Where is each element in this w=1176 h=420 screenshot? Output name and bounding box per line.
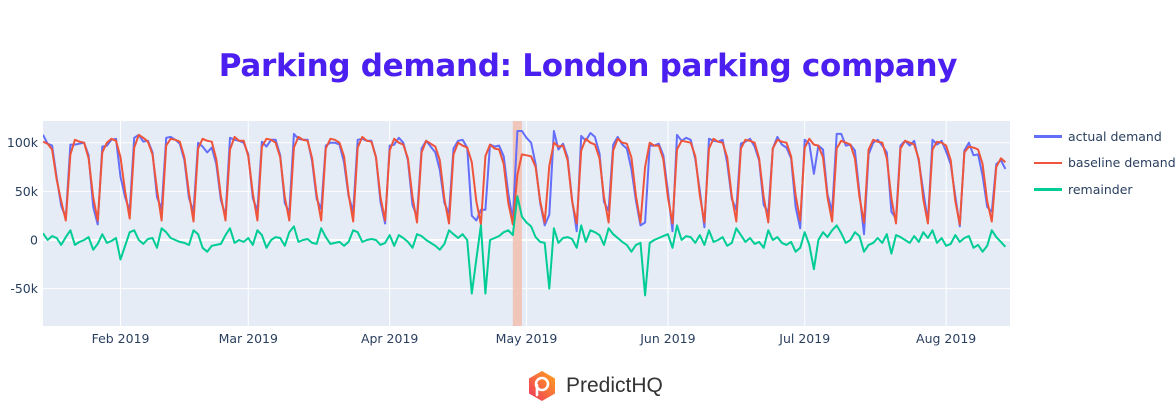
y-tick-label: 100k [7,135,39,150]
legend-item-remainder[interactable]: remainder [1034,176,1176,203]
x-tick-label: Jul 2019 [778,331,830,346]
brand-footer: PredictHQ [527,370,663,402]
legend-swatch-actual [1034,135,1062,138]
series-line-baseline-demand [43,133,1007,226]
x-tick-label: May 2019 [496,331,558,346]
x-tick-label: Apr 2019 [361,331,418,346]
legend-label: remainder [1068,181,1133,197]
y-tick-label: -50k [10,281,38,296]
legend-label: actual demand [1068,128,1162,144]
series-line-remainder [43,195,1007,297]
series-lines [43,130,1007,297]
chart-title: Parking demand: London parking company [218,48,958,84]
legend-swatch-baseline [1034,161,1062,164]
legend: actual demand baseline demand remainder [1034,123,1176,203]
legend-label: baseline demand [1068,155,1176,171]
brand-name: PredictHQ [566,374,663,397]
y-tick-label: 50k [15,184,39,199]
y-tick-label: 0 [30,232,38,247]
x-tick-label: Feb 2019 [92,331,150,346]
legend-item-baseline-demand[interactable]: baseline demand [1034,150,1176,177]
x-tick-label: Aug 2019 [916,331,976,346]
predicthq-logo-icon [529,371,555,401]
series-line-actual-demand [43,130,1007,236]
axis-ticks: Feb 2019 Mar 2019 Apr 2019 May 2019 Jun 2019… [7,135,976,346]
x-tick-label: Mar 2019 [219,331,278,346]
highlight-band-group [512,121,522,326]
legend-item-actual-demand[interactable]: actual demand [1034,123,1176,150]
x-tick-label: Jun 2019 [639,331,695,346]
highlight-band [512,121,522,326]
legend-swatch-remainder [1034,188,1062,191]
